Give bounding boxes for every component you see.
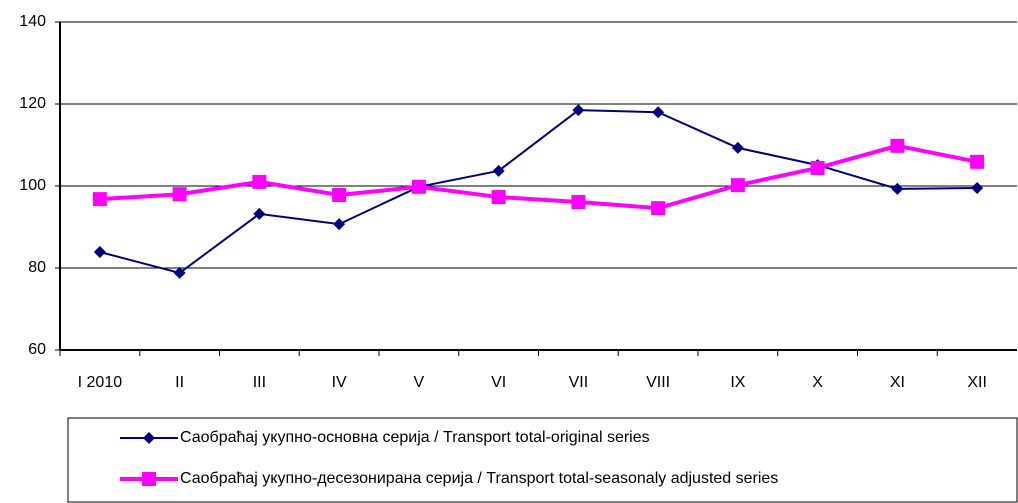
x-tick-label: I 2010	[78, 374, 123, 391]
point-marker	[731, 141, 744, 154]
point-marker	[730, 178, 745, 193]
y-tick-label: 100	[19, 177, 46, 194]
point-marker	[890, 138, 905, 153]
legend-marker	[142, 472, 156, 486]
point-marker	[571, 194, 586, 209]
x-tick-label: XI	[890, 374, 905, 391]
point-marker	[651, 201, 666, 216]
y-tick-label: 60	[28, 341, 46, 358]
x-tick-label: II	[175, 374, 184, 391]
x-tick-label: III	[253, 374, 266, 391]
y-tick-label: 120	[19, 95, 46, 112]
point-marker	[492, 164, 505, 177]
x-tick-label: V	[414, 374, 425, 391]
point-marker	[652, 106, 665, 119]
point-marker	[333, 218, 346, 231]
point-marker	[253, 207, 266, 220]
point-marker	[491, 190, 506, 205]
point-marker	[172, 187, 187, 202]
point-marker	[173, 266, 186, 279]
x-tick-label: IX	[730, 374, 745, 391]
point-marker	[572, 104, 585, 117]
point-marker	[891, 182, 904, 195]
x-tick-label: X	[812, 374, 823, 391]
point-marker	[93, 246, 106, 259]
series-line	[99, 109, 978, 275]
x-tick-label: VII	[569, 374, 589, 391]
point-marker	[411, 179, 426, 194]
series-line	[99, 143, 978, 211]
point-marker	[92, 192, 107, 207]
point-marker	[332, 188, 347, 203]
point-marker	[810, 160, 825, 175]
legend-label: Саобраћај укупно-основна серија / Transp…	[180, 429, 650, 446]
y-tick-label: 140	[19, 13, 46, 30]
point-marker	[970, 154, 985, 169]
x-tick-label: VIII	[646, 374, 670, 391]
x-tick-label: VI	[491, 374, 506, 391]
legend-marker	[143, 432, 155, 444]
point-marker	[971, 182, 984, 195]
legend-label: Саобраћај укупно-десезонирана серија / T…	[180, 470, 778, 487]
legend-box	[67, 417, 1018, 503]
point-marker	[252, 174, 267, 189]
y-tick-label: 80	[28, 259, 46, 276]
x-tick-label: XII	[967, 374, 987, 391]
x-tick-label: IV	[332, 374, 347, 391]
